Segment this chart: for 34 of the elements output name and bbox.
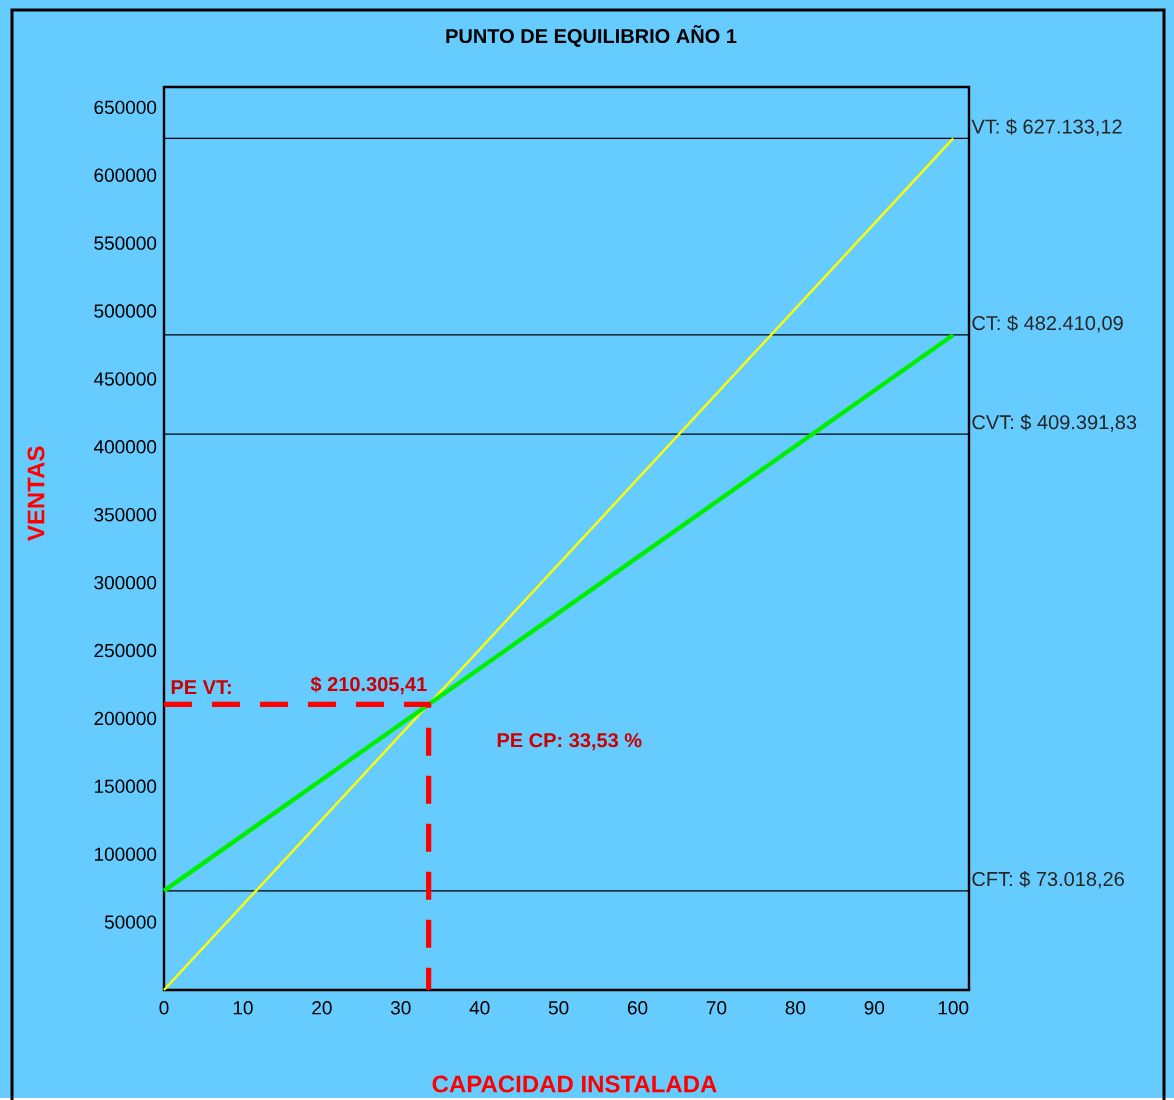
y-tick-label: 450000: [93, 372, 157, 386]
chart-title: PUNTO DE EQUILIBRIO AÑO 1: [446, 25, 737, 47]
y-tick-label: 500000: [94, 304, 157, 318]
ref-line-label: VT: $ 627.133,12: [971, 118, 1122, 137]
ref-line-label: CVT: $ 409.391,83: [972, 414, 1137, 432]
x-tick-label: 40: [469, 1001, 490, 1015]
y-tick-label: 200000: [94, 711, 157, 726]
x-tick-label: 100: [938, 1001, 969, 1015]
y-tick-label: 50000: [104, 915, 157, 929]
annotation: PE CP: 33,53 %: [497, 733, 642, 751]
y-tick-label: 650000: [94, 100, 157, 115]
y-tick-label: 550000: [94, 236, 157, 250]
ref-line-label: CT: $ 482.410,09: [972, 315, 1123, 333]
x-tick-label: 80: [785, 1001, 806, 1015]
x-tick-label: 70: [706, 1001, 727, 1015]
y-tick-label: 100000: [94, 847, 157, 861]
x-tick-label: 0: [159, 1001, 169, 1015]
x-tick-label: 50: [548, 1001, 569, 1015]
y-tick-label: 300000: [94, 575, 157, 590]
ref-line-label: CFT: $ 73.018,26: [972, 871, 1124, 889]
annotation: $ 210.305,41: [310, 676, 427, 695]
x-tick-label: 90: [864, 1001, 885, 1015]
x-tick-label: 20: [312, 1001, 332, 1015]
x-tick-label: 30: [390, 1001, 411, 1015]
y-axis-title: VENTAS: [27, 446, 45, 541]
y-tick-label: 250000: [94, 643, 157, 658]
x-axis-title: CAPACIDAD INSTALADA: [432, 1075, 717, 1093]
x-tick-label: 10: [233, 1001, 253, 1015]
y-tick-label: 350000: [94, 508, 157, 522]
annotation: PE VT:: [171, 680, 231, 695]
y-tick-label: 400000: [93, 440, 157, 454]
x-tick-label: 60: [627, 1001, 648, 1015]
y-tick-label: 600000: [94, 168, 157, 182]
y-tick-label: 150000: [94, 779, 157, 794]
